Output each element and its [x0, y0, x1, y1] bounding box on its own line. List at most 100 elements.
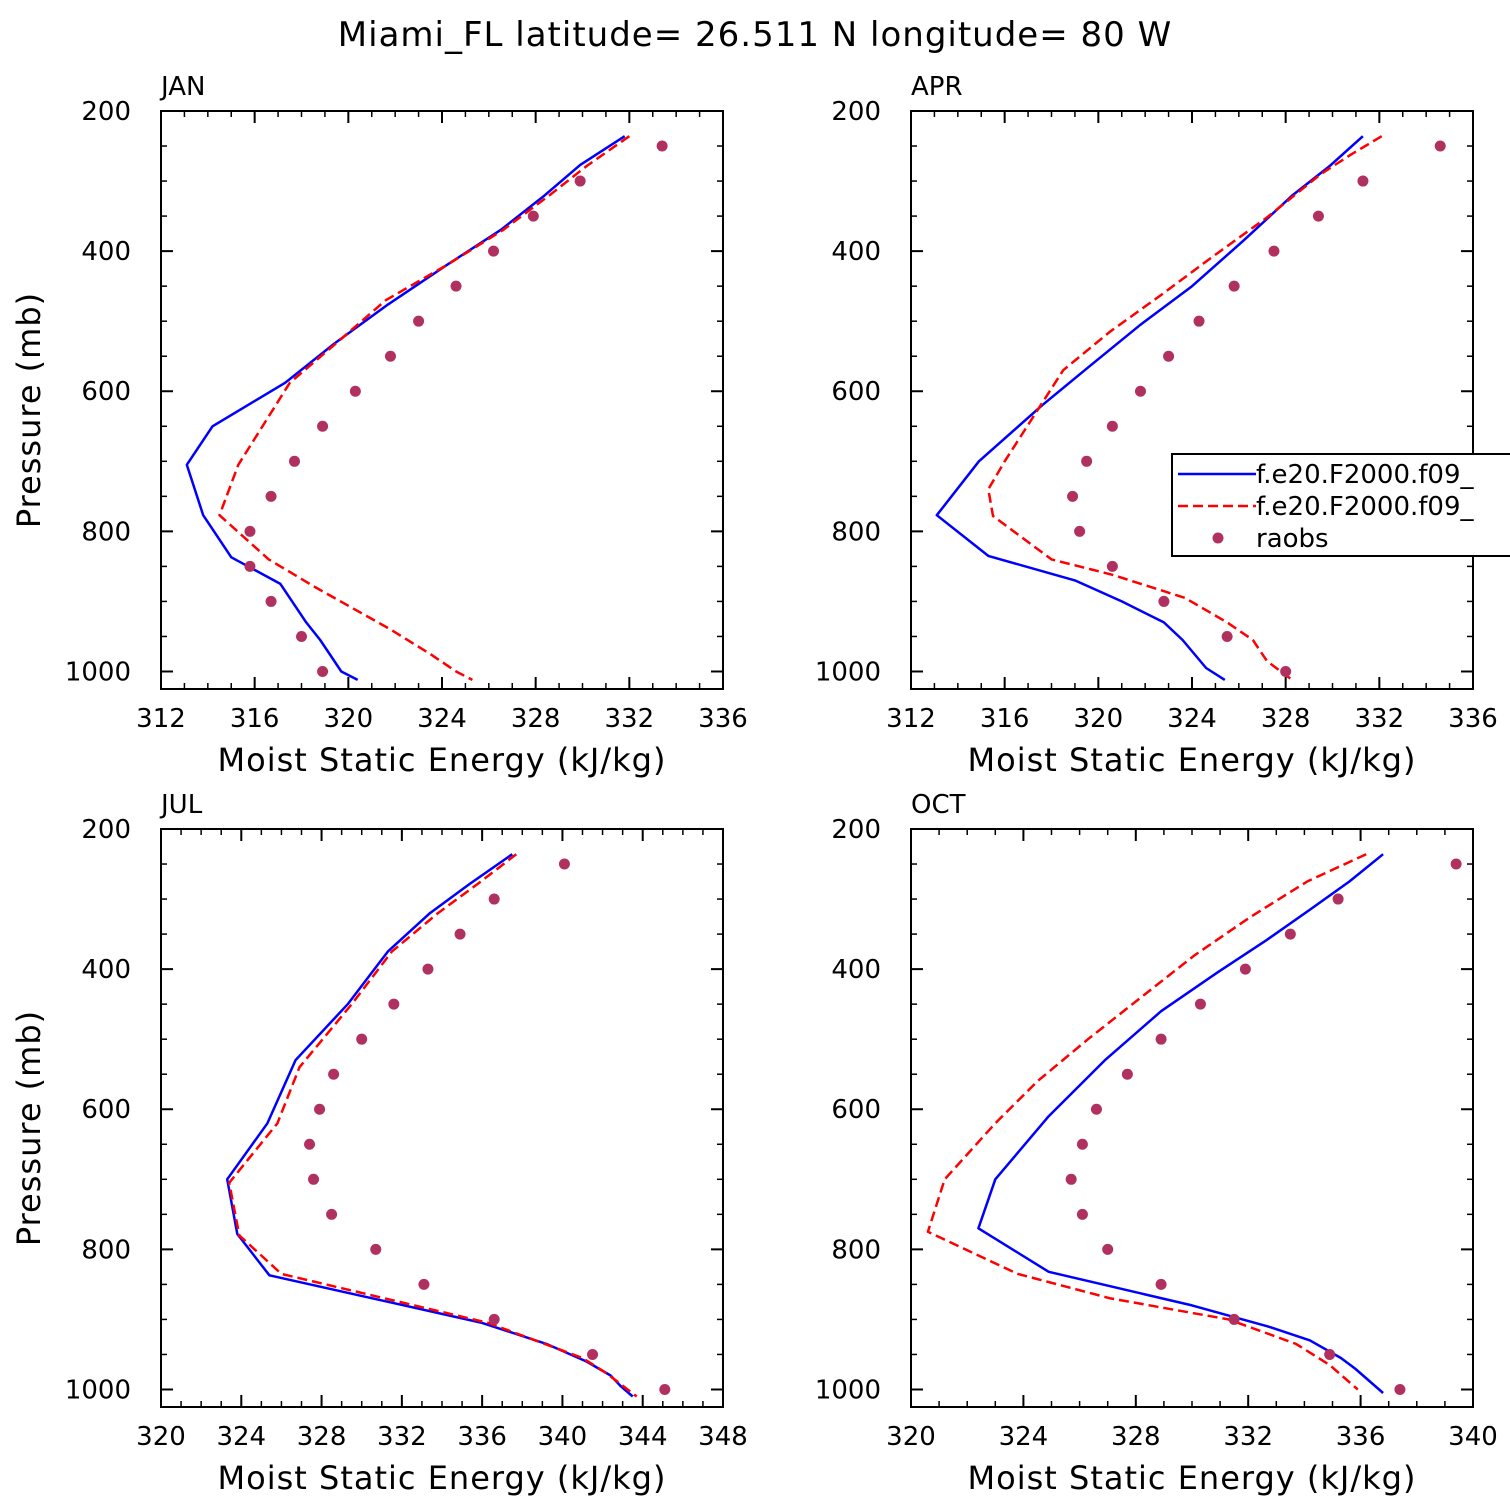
- raobs-point: [422, 963, 434, 975]
- panel-label: JUL: [159, 790, 203, 820]
- x-tick-label: 312: [886, 704, 936, 734]
- x-tick-label: 328: [511, 704, 561, 734]
- raobs-point: [1158, 595, 1170, 607]
- legend-label: raobs: [1256, 524, 1329, 554]
- plot-frame: [160, 110, 724, 690]
- y-tick-label: 200: [831, 97, 881, 127]
- raobs-point: [1090, 1103, 1102, 1115]
- x-tick-label: 328: [297, 1422, 347, 1452]
- x-tick-label: 336: [457, 1422, 507, 1452]
- raobs-point: [1074, 525, 1086, 537]
- raobs-point: [1312, 210, 1324, 222]
- raobs-point: [288, 455, 300, 467]
- panel-jan: 312 316 320 324 328 332 336 200 400 600 800 1000 JAN…: [10, 72, 748, 779]
- panel-label: OCT: [911, 790, 966, 820]
- raobs-point: [308, 1173, 320, 1185]
- y-tick-label: 200: [81, 815, 131, 845]
- y-tick-label: 200: [831, 815, 881, 845]
- raobs-point: [1394, 1383, 1406, 1395]
- x-tick-label: 312: [136, 704, 186, 734]
- raobs-point: [265, 595, 277, 607]
- raobs-point: [349, 385, 361, 397]
- raobs-point: [1065, 1173, 1077, 1185]
- legend: f.e20.F2000.f09_f.e20.F2000.f09_raobs: [1171, 453, 1510, 557]
- raobs-point: [1434, 140, 1446, 152]
- raobs-point: [450, 280, 462, 292]
- x-tick-label: 324: [999, 1422, 1049, 1452]
- raobs-point: [1357, 175, 1369, 187]
- raobs-point: [317, 420, 329, 432]
- y-tick-label: 400: [831, 955, 881, 985]
- x-tick-label: 316: [980, 704, 1030, 734]
- x-tick-label: 340: [538, 1422, 588, 1452]
- y-axis-label: Pressure (mb): [10, 292, 48, 528]
- y-tick-label: 400: [831, 237, 881, 267]
- x-tick-label: 332: [605, 704, 655, 734]
- y-axis-label: Pressure (mb): [10, 1010, 48, 1246]
- raobs-point: [1193, 315, 1205, 327]
- raobs-point: [1239, 963, 1251, 975]
- series-line-solid: [935, 135, 1364, 681]
- legend-marker-dot: [1212, 532, 1224, 544]
- raobs-point: [1081, 455, 1093, 467]
- y-tick-label: 200: [81, 97, 131, 127]
- raobs-point: [1067, 490, 1079, 502]
- raobs-point: [1076, 1208, 1088, 1220]
- raobs-point: [413, 315, 425, 327]
- raobs-point: [418, 1278, 430, 1290]
- y-tick-label: 600: [831, 377, 881, 407]
- raobs-point: [388, 998, 400, 1010]
- raobs-point: [1076, 1138, 1088, 1150]
- x-tick-label: 320: [1074, 704, 1124, 734]
- series-line-solid: [225, 853, 634, 1398]
- x-axis-label: Moist Static Energy (kJ/kg): [968, 741, 1417, 779]
- series-line-solid: [977, 853, 1384, 1394]
- y-tick-label: 800: [81, 517, 131, 547]
- raobs-point: [1280, 665, 1292, 677]
- raobs-point: [558, 858, 570, 870]
- x-axis-label: Moist Static Energy (kJ/kg): [218, 741, 667, 779]
- series-line-dashed: [227, 853, 638, 1398]
- raobs-point: [1268, 245, 1280, 257]
- raobs-point: [265, 490, 277, 502]
- x-tick-label: 328: [1111, 1422, 1161, 1452]
- raobs-point: [659, 1383, 671, 1395]
- series-line-dashed: [218, 135, 631, 682]
- raobs-point: [244, 560, 256, 572]
- y-tick-label: 800: [831, 1235, 881, 1265]
- x-tick-label: 316: [230, 704, 280, 734]
- x-tick-label: 320: [136, 1422, 186, 1452]
- legend-label: f.e20.F2000.f09_: [1256, 492, 1474, 522]
- raobs-point: [1106, 420, 1118, 432]
- y-tick-label: 600: [81, 1095, 131, 1125]
- raobs-point: [1450, 858, 1462, 870]
- x-tick-label: 348: [698, 1422, 748, 1452]
- y-tick-label: 400: [81, 237, 131, 267]
- raobs-point: [1106, 560, 1118, 572]
- y-tick-label: 1000: [815, 657, 881, 687]
- raobs-point: [1228, 280, 1240, 292]
- legend-label: f.e20.F2000.f09_: [1256, 460, 1474, 490]
- panel-oct: 320 324 328 332 336 340 200 400 600 800 1000 OCT Moi…: [815, 790, 1498, 1497]
- raobs-point: [244, 525, 256, 537]
- series-line-dashed: [926, 853, 1367, 1391]
- raobs-point: [1221, 630, 1233, 642]
- raobs-point: [356, 1033, 368, 1045]
- x-tick-label: 336: [1336, 1422, 1386, 1452]
- raobs-point: [326, 1208, 338, 1220]
- panel-label: APR: [911, 72, 963, 102]
- series-line-dashed: [987, 135, 1383, 680]
- x-axis-label: Moist Static Energy (kJ/kg): [968, 1459, 1417, 1497]
- raobs-point: [370, 1243, 382, 1255]
- raobs-point: [1155, 1033, 1167, 1045]
- panels-group: 312 316 320 324 328 332 336 200 400 600 800 1000 JAN…: [10, 72, 1498, 1497]
- raobs-point: [384, 350, 396, 362]
- x-tick-label: 336: [698, 704, 748, 734]
- panel-label: JAN: [159, 72, 205, 102]
- raobs-point: [488, 245, 500, 257]
- raobs-point: [656, 140, 668, 152]
- raobs-point: [1163, 350, 1175, 362]
- raobs-point: [587, 1348, 599, 1360]
- raobs-point: [527, 210, 539, 222]
